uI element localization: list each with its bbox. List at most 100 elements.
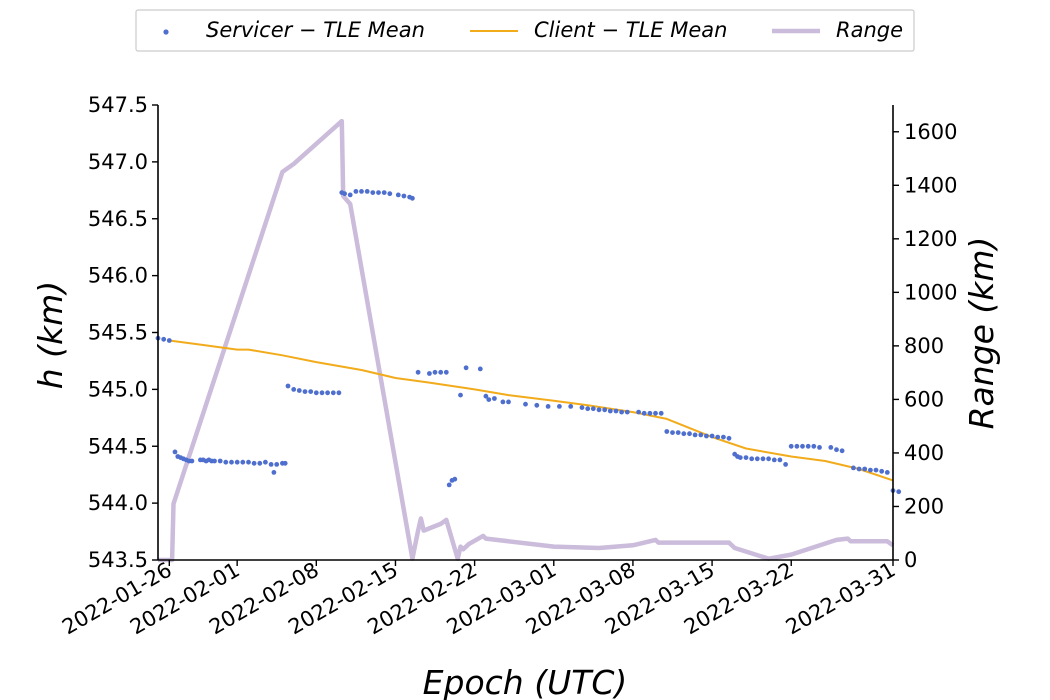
servicer-point	[234, 459, 240, 465]
servicer-point	[313, 390, 319, 396]
servicer-point	[879, 468, 885, 474]
servicer-point	[492, 396, 497, 401]
servicer-point	[359, 189, 364, 194]
y-right-tick-label: 1400	[904, 173, 957, 197]
x-axis-title: Epoch (UTC)	[423, 663, 628, 700]
servicer-point	[229, 459, 234, 465]
servicer-point	[704, 433, 709, 439]
servicer-point	[364, 189, 370, 194]
servicer-point	[834, 447, 839, 453]
servicer-point	[477, 366, 483, 372]
servicer-point	[647, 410, 653, 416]
servicer-point	[664, 429, 670, 434]
servicer-point	[862, 466, 868, 472]
servicer-point	[452, 476, 458, 482]
client-layer	[169, 339, 894, 482]
servicer-point	[500, 399, 506, 405]
servicer-point	[251, 460, 257, 466]
servicer-point	[771, 457, 777, 463]
servicer-point	[749, 456, 755, 462]
servicer-point	[737, 455, 743, 460]
servicer-point	[401, 193, 407, 199]
servicer-point	[602, 407, 608, 413]
servicer-point	[172, 449, 178, 455]
servicer-point	[282, 460, 288, 466]
servicer-point	[415, 369, 421, 375]
y-left-tick-label: 547.5	[88, 93, 148, 117]
legend-label: Servicer − TLE Mean	[206, 18, 425, 42]
servicer-point	[263, 459, 268, 465]
servicer-point	[523, 401, 528, 407]
y-left-tick-label: 547.0	[88, 150, 148, 174]
client-line	[169, 339, 894, 482]
servicer-point	[579, 405, 585, 410]
servicer-point	[463, 365, 469, 371]
servicer-point	[851, 465, 856, 471]
servicer-point	[698, 432, 704, 438]
legend: Servicer − TLE Mean Client − TLE Mean Rang…	[135, 9, 915, 52]
servicer-point	[884, 470, 890, 475]
servicer-point	[268, 462, 274, 467]
servicer-layer	[155, 189, 902, 495]
servicer-point	[585, 406, 591, 412]
servicer-point	[410, 195, 415, 201]
servicer-point	[856, 466, 862, 472]
servicer-point	[376, 190, 381, 196]
y-right-tick-label: 0	[904, 548, 917, 572]
servicer-point	[896, 489, 902, 495]
servicer-point	[308, 389, 314, 394]
servicer-point	[590, 406, 596, 412]
legend-label: Client − TLE Mean	[534, 18, 727, 42]
legend-frame	[135, 9, 915, 52]
y-right-tick-label: 1200	[904, 227, 957, 251]
servicer-point	[486, 397, 492, 402]
servicer-point	[212, 458, 217, 464]
servicer-point	[777, 457, 783, 463]
servicer-point	[788, 443, 794, 449]
servicer-point	[619, 409, 624, 415]
servicer-point	[483, 393, 489, 399]
servicer-point	[557, 404, 562, 409]
servicer-point	[458, 392, 463, 398]
servicer-point	[432, 369, 438, 375]
servicer-point	[166, 338, 172, 343]
servicer-point	[506, 399, 511, 405]
servicer-point	[246, 459, 251, 465]
servicer-point	[754, 456, 760, 462]
y-left-tick-label: 546.5	[88, 207, 148, 231]
y-right-axis-title: Range (km)	[962, 237, 1001, 430]
servicer-point	[783, 462, 788, 467]
y-right-tick-label: 200	[904, 494, 944, 518]
servicer-point	[545, 404, 551, 409]
y-left-tick-label: 544.5	[88, 434, 148, 458]
servicer-point	[760, 456, 766, 462]
servicer-point	[817, 445, 822, 450]
servicer-point	[217, 458, 223, 464]
servicer-point	[446, 482, 452, 488]
servicer-point	[370, 190, 376, 196]
servicer-point	[319, 390, 325, 396]
servicer-point	[839, 448, 845, 454]
servicer-point	[658, 410, 664, 416]
servicer-point	[766, 456, 771, 462]
servicer-point	[641, 410, 647, 416]
servicer-point	[302, 389, 308, 394]
servicer-point	[805, 443, 811, 449]
servicer-point	[443, 369, 449, 375]
servicer-point	[353, 189, 359, 194]
servicer-point	[568, 404, 574, 409]
servicer-point	[596, 407, 602, 413]
servicer-point	[868, 467, 873, 473]
servicer-point	[296, 388, 302, 393]
servicer-point	[675, 430, 681, 435]
servicer-point	[330, 390, 336, 396]
legend-servicer-marker	[163, 29, 169, 35]
servicer-point	[670, 430, 675, 435]
servicer-point	[613, 408, 619, 414]
servicer-point	[743, 455, 749, 460]
servicer-point	[534, 402, 540, 408]
servicer-point	[715, 434, 721, 440]
y-left-axis-title: h (km)	[31, 281, 70, 389]
x-tick-label: 2022-03-31	[782, 558, 900, 640]
